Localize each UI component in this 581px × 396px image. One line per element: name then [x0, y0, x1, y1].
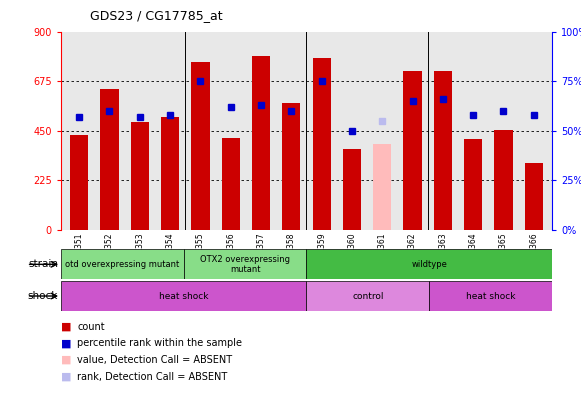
Bar [282, 103, 300, 230]
Text: control: control [352, 291, 383, 301]
Text: GDS23 / CG17785_at: GDS23 / CG17785_at [90, 9, 223, 22]
Bar [313, 58, 331, 230]
Text: otd overexpressing mutant: otd overexpressing mutant [65, 260, 180, 269]
Bar [307, 249, 552, 279]
Bar [191, 63, 210, 230]
Text: ■: ■ [61, 338, 71, 348]
Bar [131, 122, 149, 230]
Text: count: count [77, 322, 105, 332]
Bar [70, 135, 88, 230]
Bar [343, 149, 361, 230]
Text: ■: ■ [61, 371, 71, 382]
Bar [161, 118, 179, 230]
Text: wildtype: wildtype [411, 260, 447, 269]
Bar [184, 249, 307, 279]
Text: value, Detection Call = ABSENT: value, Detection Call = ABSENT [77, 355, 232, 365]
Text: OTX2 overexpressing
mutant: OTX2 overexpressing mutant [200, 255, 290, 274]
Bar [403, 71, 422, 230]
Text: rank, Detection Call = ABSENT: rank, Detection Call = ABSENT [77, 371, 228, 382]
Bar [221, 138, 240, 230]
Bar [61, 281, 307, 311]
Text: percentile rank within the sample: percentile rank within the sample [77, 338, 242, 348]
Text: shock: shock [28, 291, 58, 301]
Text: heat shock: heat shock [159, 291, 209, 301]
Bar [307, 281, 429, 311]
Text: ■: ■ [61, 355, 71, 365]
Bar [434, 71, 452, 230]
Bar [429, 281, 552, 311]
Bar [464, 139, 482, 230]
Bar [61, 249, 184, 279]
Text: strain: strain [28, 259, 58, 269]
Bar [252, 56, 270, 230]
Text: ■: ■ [61, 322, 71, 332]
Text: heat shock: heat shock [466, 291, 515, 301]
Bar [494, 129, 512, 230]
Bar [525, 163, 543, 230]
Bar [101, 89, 119, 230]
Bar [373, 144, 392, 230]
